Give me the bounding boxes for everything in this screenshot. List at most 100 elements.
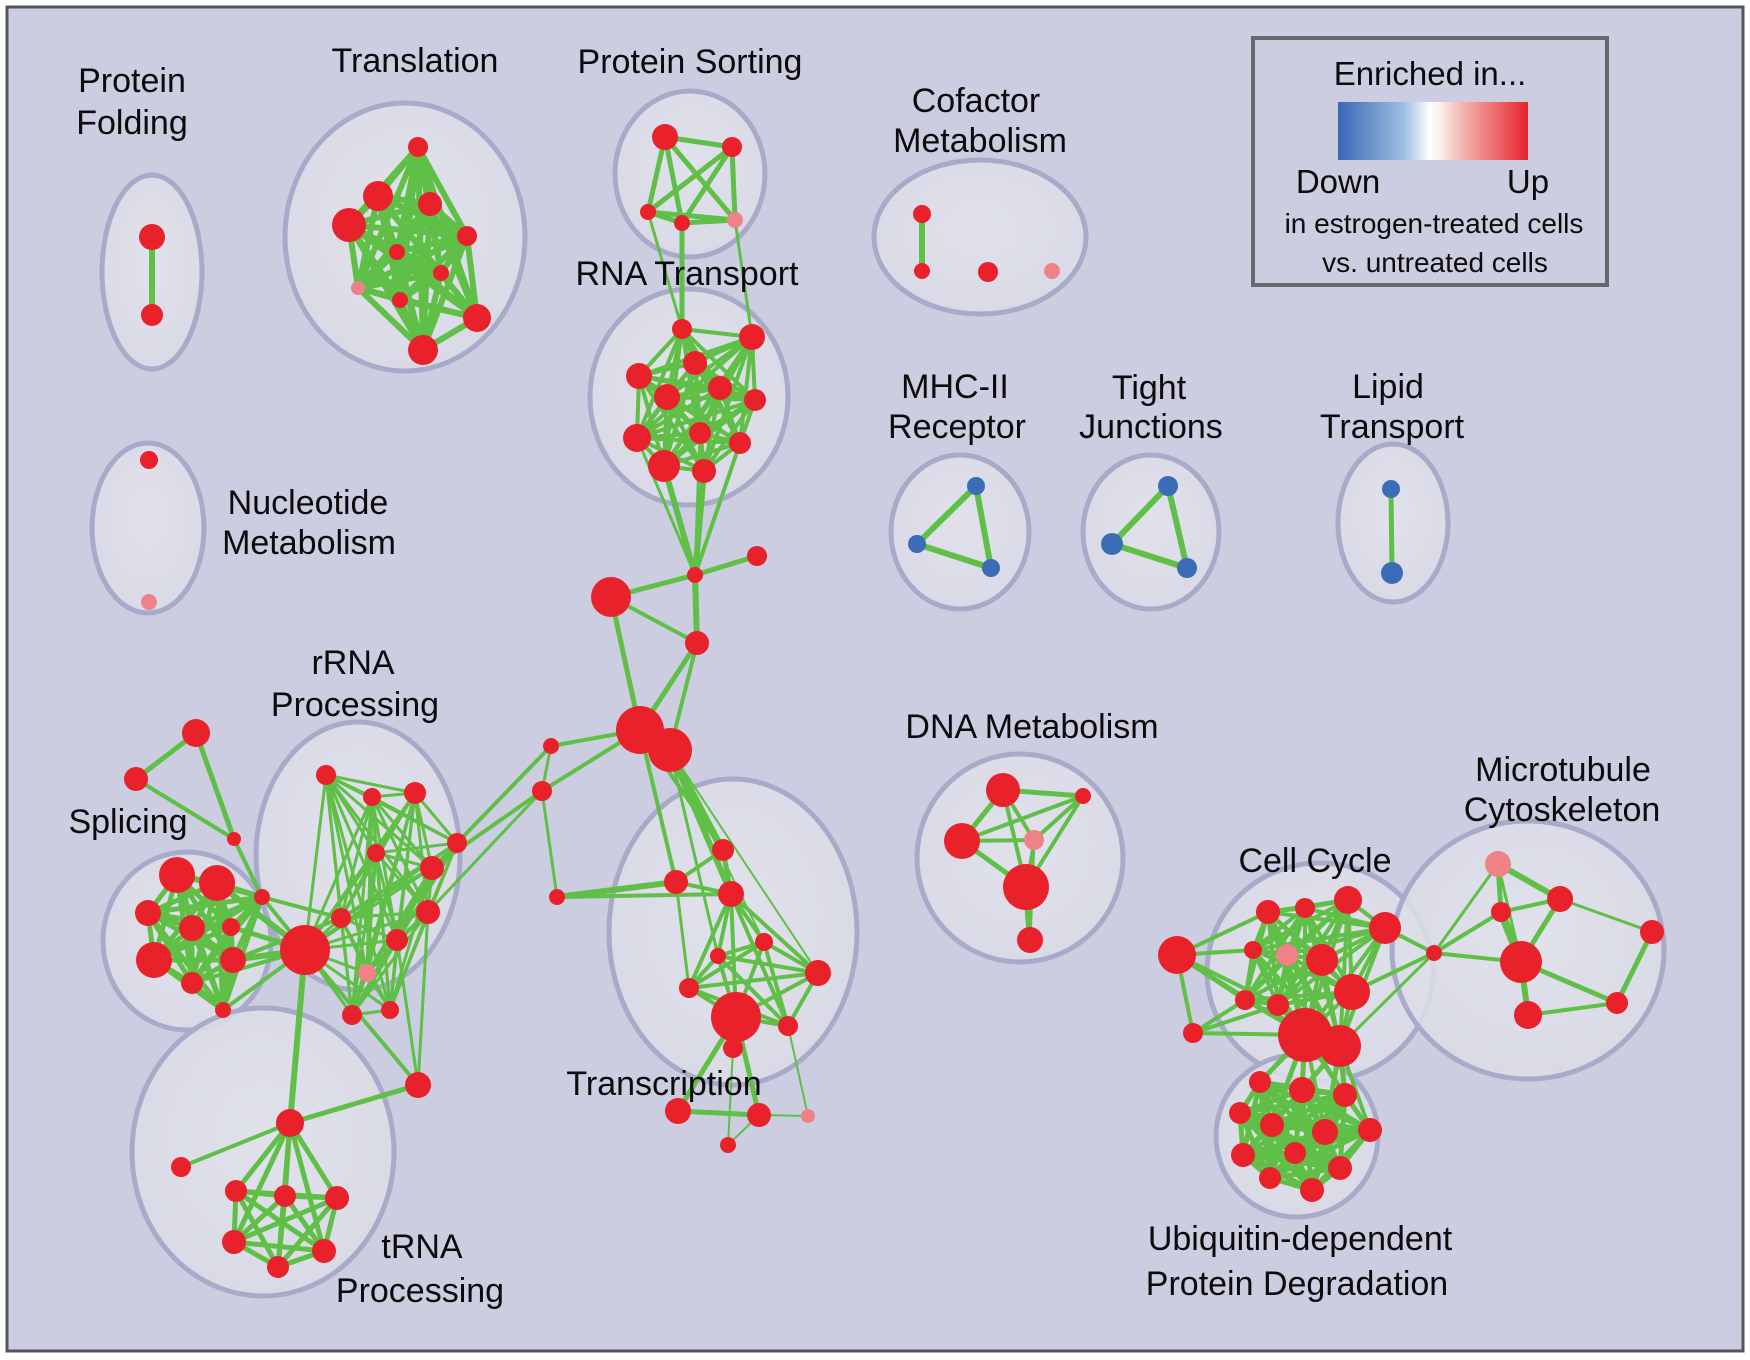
gene-set-node-mt2[interactable] xyxy=(1547,886,1573,912)
gene-set-node-ub1[interactable] xyxy=(1249,1071,1271,1093)
gene-set-node-sp10[interactable] xyxy=(215,1002,231,1018)
gene-set-node-lp1[interactable] xyxy=(1382,480,1400,498)
gene-set-node-tl9[interactable] xyxy=(392,292,408,308)
gene-set-node-rr10[interactable] xyxy=(420,856,444,880)
gene-set-node-tx6[interactable] xyxy=(805,960,831,986)
gene-set-node-j1[interactable] xyxy=(687,567,703,583)
gene-set-node-sp8[interactable] xyxy=(181,972,203,994)
gene-set-node-j9[interactable] xyxy=(549,889,565,905)
gene-set-node-tl2[interactable] xyxy=(363,181,393,211)
gene-set-node-cc1[interactable] xyxy=(1158,936,1196,974)
gene-set-node-sp4[interactable] xyxy=(179,915,205,941)
gene-set-node-ub3[interactable] xyxy=(1333,1083,1357,1107)
gene-set-node-mt4[interactable] xyxy=(1500,941,1542,983)
gene-set-node-ub9[interactable] xyxy=(1284,1142,1306,1164)
gene-set-node-tr6[interactable] xyxy=(222,1230,246,1254)
gene-set-node-cc6[interactable] xyxy=(1369,912,1401,944)
gene-set-node-ub7[interactable] xyxy=(1358,1118,1382,1142)
gene-set-node-ub11[interactable] xyxy=(1259,1167,1281,1189)
gene-set-node-ub10[interactable] xyxy=(1328,1156,1352,1180)
gene-set-node-tl7[interactable] xyxy=(433,265,449,281)
gene-set-node-tr3[interactable] xyxy=(225,1180,247,1202)
gene-set-node-rr3[interactable] xyxy=(404,782,426,804)
gene-set-node-mt1[interactable] xyxy=(1485,851,1511,877)
gene-set-node-sp1[interactable] xyxy=(159,857,195,893)
gene-set-node-rr8[interactable] xyxy=(386,929,408,951)
gene-set-node-ub12[interactable] xyxy=(1300,1178,1324,1202)
gene-set-node-tx9[interactable] xyxy=(778,1016,798,1036)
gene-set-node-tx13[interactable] xyxy=(801,1109,815,1123)
gene-set-node-spt1[interactable] xyxy=(182,719,210,747)
gene-set-node-tl10[interactable] xyxy=(463,304,491,332)
gene-set-node-cf2[interactable] xyxy=(914,263,930,279)
gene-set-node-pf1[interactable] xyxy=(139,224,165,250)
gene-set-node-j8[interactable] xyxy=(532,781,552,801)
gene-set-node-ps5[interactable] xyxy=(727,212,743,228)
gene-set-node-mt7[interactable] xyxy=(1514,1001,1542,1029)
gene-set-node-tr8[interactable] xyxy=(267,1256,289,1278)
gene-set-node-spt2[interactable] xyxy=(124,767,148,791)
gene-set-node-mh2[interactable] xyxy=(908,535,926,553)
gene-set-node-tl5[interactable] xyxy=(457,226,477,246)
gene-set-node-cc10[interactable] xyxy=(1235,990,1255,1010)
gene-set-node-rr5[interactable] xyxy=(331,908,351,928)
gene-set-node-tl8[interactable] xyxy=(351,281,365,295)
gene-set-node-rt7[interactable] xyxy=(744,389,766,411)
gene-set-node-tx5[interactable] xyxy=(710,948,726,964)
gene-set-node-rr9[interactable] xyxy=(416,900,440,924)
gene-set-node-tx12[interactable] xyxy=(747,1103,771,1127)
gene-set-node-cc14[interactable] xyxy=(1319,1025,1361,1067)
gene-set-node-tr5[interactable] xyxy=(325,1186,349,1210)
gene-set-node-tx3[interactable] xyxy=(718,881,744,907)
gene-set-node-sp5[interactable] xyxy=(222,918,240,936)
gene-set-node-rt1[interactable] xyxy=(672,319,692,339)
gene-set-node-rr14[interactable] xyxy=(405,1072,431,1098)
gene-set-node-dn2[interactable] xyxy=(1075,788,1091,804)
gene-set-node-j4[interactable] xyxy=(685,631,709,655)
gene-set-node-dn6[interactable] xyxy=(1017,927,1043,953)
gene-set-node-tl1[interactable] xyxy=(408,137,428,157)
gene-set-node-ps3[interactable] xyxy=(640,204,656,220)
gene-set-node-tx1[interactable] xyxy=(664,870,688,894)
gene-set-node-cc5[interactable] xyxy=(1334,886,1362,914)
gene-set-node-dn3[interactable] xyxy=(944,823,980,859)
gene-set-node-rt4[interactable] xyxy=(626,363,652,389)
gene-set-node-cc7[interactable] xyxy=(1244,941,1262,959)
gene-set-node-rr4[interactable] xyxy=(367,844,385,862)
gene-set-node-rt8[interactable] xyxy=(689,422,711,444)
gene-set-node-mt6[interactable] xyxy=(1606,992,1628,1014)
gene-set-node-cf3[interactable] xyxy=(978,262,998,282)
gene-set-node-tl4[interactable] xyxy=(332,208,366,242)
gene-set-node-tx14[interactable] xyxy=(720,1137,736,1153)
gene-set-node-rt5[interactable] xyxy=(708,376,732,400)
gene-set-node-rt3[interactable] xyxy=(683,351,707,375)
gene-set-node-tj3[interactable] xyxy=(1177,558,1197,578)
gene-set-node-rt10[interactable] xyxy=(729,432,751,454)
gene-set-node-pf2[interactable] xyxy=(141,304,163,326)
gene-set-node-tx4[interactable] xyxy=(755,933,773,951)
gene-set-node-tx7[interactable] xyxy=(679,978,699,998)
gene-set-node-rt12[interactable] xyxy=(692,459,716,483)
gene-set-node-spt3[interactable] xyxy=(227,832,241,846)
gene-set-node-rr11[interactable] xyxy=(447,833,467,853)
gene-set-node-tl3[interactable] xyxy=(418,192,442,216)
gene-set-node-ps1[interactable] xyxy=(652,124,678,150)
gene-set-node-mt8[interactable] xyxy=(1640,920,1664,944)
gene-set-node-tx10[interactable] xyxy=(723,1038,743,1058)
gene-set-node-j3[interactable] xyxy=(591,577,631,617)
gene-set-node-mt5[interactable] xyxy=(1426,945,1442,961)
gene-set-node-dn5[interactable] xyxy=(1003,864,1049,910)
gene-set-node-cc3[interactable] xyxy=(1256,900,1280,924)
gene-set-node-cc8[interactable] xyxy=(1276,944,1298,966)
gene-set-node-tj2[interactable] xyxy=(1101,533,1123,555)
gene-set-node-mh3[interactable] xyxy=(982,559,1000,577)
gene-set-node-dn4[interactable] xyxy=(1024,830,1044,850)
gene-set-node-cc12[interactable] xyxy=(1334,974,1370,1010)
gene-set-node-ub2[interactable] xyxy=(1289,1077,1315,1103)
gene-set-node-rr7[interactable] xyxy=(358,964,376,982)
gene-set-node-rt9[interactable] xyxy=(623,424,651,452)
gene-set-node-ub5[interactable] xyxy=(1260,1113,1284,1137)
gene-set-node-sp7[interactable] xyxy=(220,947,246,973)
gene-set-node-cc9[interactable] xyxy=(1306,944,1338,976)
gene-set-node-rr6[interactable] xyxy=(280,925,330,975)
